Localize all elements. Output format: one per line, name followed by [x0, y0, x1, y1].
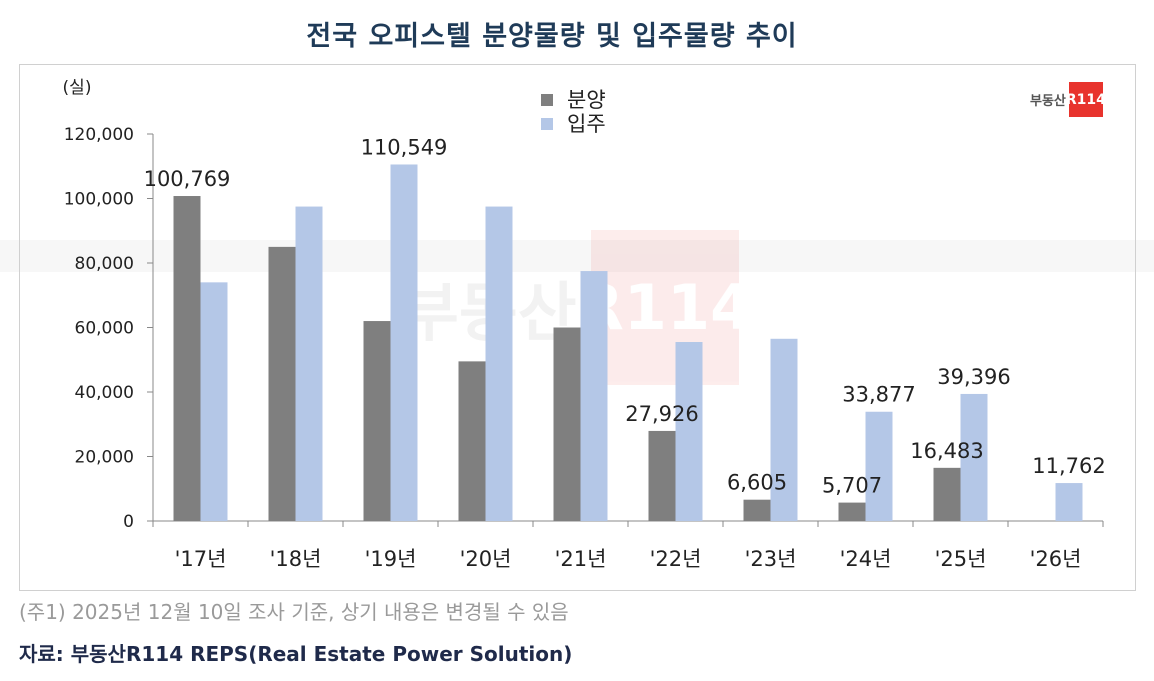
- bar-presale: [933, 467, 961, 521]
- y-tick-label: 100,000: [64, 190, 134, 210]
- data-label: 33,877: [842, 383, 915, 407]
- legend-swatch: [541, 118, 553, 130]
- y-tick-label: 40,000: [75, 383, 134, 403]
- x-tick-label: '24년: [840, 547, 892, 571]
- data-label: 11,762: [1032, 454, 1105, 478]
- bar-presale: [363, 321, 391, 521]
- bar-presale: [743, 499, 771, 521]
- bar-movein: [960, 393, 988, 521]
- bar-movein: [865, 411, 893, 521]
- data-label: 39,396: [937, 365, 1010, 389]
- bar-movein: [200, 282, 228, 521]
- data-label: 27,926: [625, 402, 698, 426]
- bar-movein: [390, 164, 418, 521]
- x-tick-label: '21년: [555, 547, 607, 571]
- bar-presale: [553, 327, 581, 521]
- x-tick-label: '18년: [270, 547, 322, 571]
- bar-presale: [838, 502, 866, 521]
- bar-movein: [1055, 483, 1083, 521]
- data-label: 110,549: [361, 135, 448, 159]
- x-tick-label: '25년: [935, 547, 987, 571]
- x-tick-label: '22년: [650, 547, 702, 571]
- y-tick-label: 120,000: [64, 125, 134, 145]
- data-label: 5,707: [822, 474, 882, 498]
- bar-presale: [268, 246, 296, 521]
- bar-presale: [458, 361, 486, 521]
- brand-logo-mark: R114: [1066, 82, 1106, 117]
- chart-title: 전국 오피스텔 분양물량 및 입주물량 추이: [306, 21, 798, 52]
- x-tick-label: '17년: [175, 547, 227, 571]
- bar-movein: [770, 338, 798, 521]
- bar-movein: [580, 271, 608, 521]
- bar-movein: [675, 342, 703, 521]
- x-tick-label: '26년: [1030, 547, 1082, 571]
- x-tick-label: '23년: [745, 547, 797, 571]
- legend-swatch: [541, 94, 553, 106]
- bar-presale: [648, 430, 676, 521]
- x-tick-label: '20년: [460, 547, 512, 571]
- chart-frame: [19, 64, 1136, 591]
- legend-label: 분양: [567, 88, 606, 112]
- y-tick-label: 0: [123, 512, 134, 532]
- data-label: 16,483: [910, 439, 983, 463]
- brand-logo-korean: 부동산: [1030, 94, 1066, 109]
- y-tick-label: 20,000: [75, 448, 134, 468]
- legend-label: 입주: [567, 112, 606, 136]
- x-tick-label: '19년: [365, 547, 417, 571]
- bar-movein: [485, 206, 513, 521]
- footnote: (주1) 2025년 12월 10일 조사 기준, 상기 내용은 변경될 수 있…: [19, 600, 569, 624]
- brand-logo: 부동산 R114: [1030, 82, 1106, 117]
- bar-presale: [173, 196, 201, 522]
- y-tick-label: 80,000: [75, 254, 134, 274]
- source-line: 자료: 부동산R114 REPS(Real Estate Power Solut…: [19, 642, 573, 666]
- y-tick-label: 60,000: [75, 319, 134, 339]
- bar-movein: [295, 206, 323, 521]
- data-label: 6,605: [727, 471, 787, 495]
- data-label: 100,769: [144, 167, 231, 191]
- y-axis-unit-label: (실): [63, 78, 92, 98]
